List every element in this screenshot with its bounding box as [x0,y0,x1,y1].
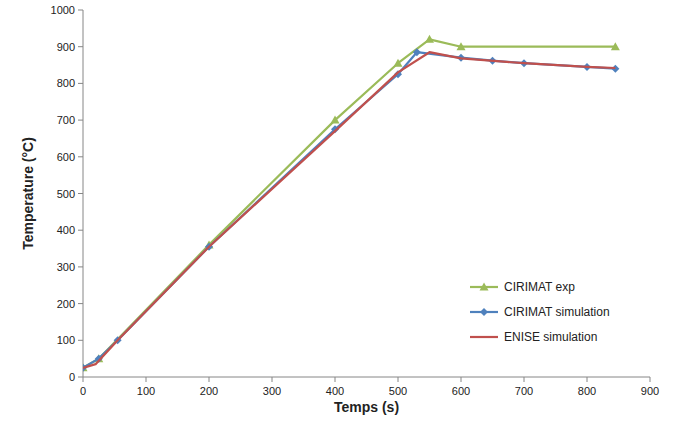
x-tick [650,377,651,382]
legend-label: CIRIMAT exp [504,280,575,294]
data-point [611,42,620,50]
x-tick-label: 800 [578,385,596,397]
legend-swatch [470,336,498,338]
x-tick [524,377,525,382]
plot-area [83,35,620,372]
x-tick-label: 700 [515,385,533,397]
x-tick [335,377,336,382]
legend-marker [480,283,489,291]
x-tick-label: 500 [389,385,407,397]
x-tick [83,377,84,382]
data-point [425,35,434,43]
y-tick-label: 1000 [51,4,75,16]
x-tick [587,377,588,382]
x-tick-label: 600 [452,385,470,397]
y-tick [78,46,83,47]
chart-svg: 0 100 200 300 400 500 600 700 800 900 1000 0 100 200 3… [0,0,682,444]
y-tick [78,377,83,378]
y-tick-label: 0 [69,371,75,383]
series-line [83,52,615,368]
x-tick-label: 100 [137,385,155,397]
x-tick-label: 0 [80,385,86,397]
data-point [331,116,340,124]
y-tick [78,303,83,304]
y-tick-label: 600 [57,151,75,163]
y-tick-label: 900 [57,41,75,53]
y-tick [78,193,83,194]
data-point [413,48,421,56]
x-tick [461,377,462,382]
legend-label: ENISE simulation [504,330,597,344]
y-tick [78,340,83,341]
y-tick-label: 800 [57,77,75,89]
x-axis-line [83,377,650,378]
y-tick [78,10,83,11]
data-point [394,59,403,67]
y-tick-label: 200 [57,298,75,310]
y-tick [78,83,83,84]
y-tick-label: 300 [57,261,75,273]
x-tick-label: 300 [263,385,281,397]
y-tick-label: 500 [57,188,75,200]
y-tick [78,156,83,157]
legend-label: CIRIMAT simulation [504,305,610,319]
y-tick [78,120,83,121]
chart-container: 0 100 200 300 400 500 600 700 800 900 1000 0 100 200 3… [0,0,682,444]
y-tick-label: 700 [57,114,75,126]
x-tick [209,377,210,382]
x-tick-label: 900 [641,385,659,397]
x-tick [146,377,147,382]
y-tick [78,266,83,267]
data-point [457,42,466,50]
legend-marker [480,308,488,316]
x-tick-label: 200 [200,385,218,397]
y-tick [78,230,83,231]
series-line [83,39,615,367]
legend: CIRIMAT exp CIRIMAT simulation ENISE simul… [470,280,610,344]
x-axis-title: Temps (s) [334,399,399,415]
y-tick-label: 100 [57,334,75,346]
y-axis-title: Temperature (°C) [20,137,36,250]
background [0,0,682,444]
x-tick-label: 400 [326,385,344,397]
x-tick [398,377,399,382]
series-line [83,52,615,368]
x-tick [272,377,273,382]
y-tick-label: 400 [57,224,75,236]
